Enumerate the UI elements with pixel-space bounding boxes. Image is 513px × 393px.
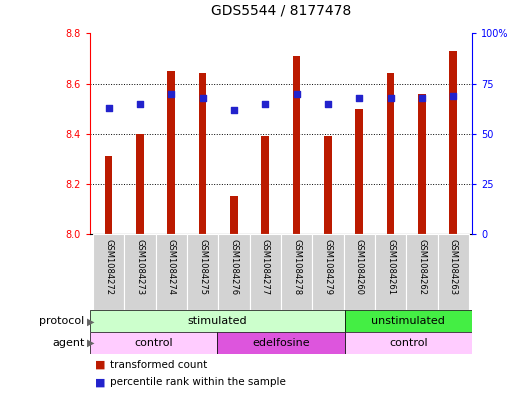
Text: percentile rank within the sample: percentile rank within the sample	[110, 377, 286, 387]
Text: ■: ■	[95, 377, 105, 387]
Point	[136, 100, 144, 107]
Bar	[438, 234, 469, 310]
Text: agent: agent	[52, 338, 85, 348]
Text: GSM1084260: GSM1084260	[354, 239, 364, 295]
Text: GDS5544 / 8177478: GDS5544 / 8177478	[211, 4, 351, 18]
Bar	[90, 332, 217, 354]
Bar	[406, 234, 438, 310]
Point	[386, 94, 394, 101]
Text: GSM1084277: GSM1084277	[261, 239, 270, 295]
Text: GSM1084272: GSM1084272	[104, 239, 113, 295]
Bar	[187, 234, 218, 310]
Bar	[418, 94, 426, 234]
Point	[418, 94, 426, 101]
Point	[324, 100, 332, 107]
Bar	[90, 310, 345, 332]
Bar	[93, 234, 124, 310]
Text: ▶: ▶	[87, 316, 95, 326]
Text: GSM1084275: GSM1084275	[198, 239, 207, 295]
Text: GSM1084273: GSM1084273	[135, 239, 144, 295]
Point	[292, 90, 301, 97]
Bar	[136, 134, 144, 234]
Point	[199, 94, 207, 101]
Point	[261, 100, 269, 107]
Bar	[261, 136, 269, 234]
Bar	[217, 332, 345, 354]
Bar	[230, 196, 238, 234]
Text: GSM1084263: GSM1084263	[449, 239, 458, 295]
Bar	[344, 234, 375, 310]
Text: unstimulated: unstimulated	[371, 316, 445, 326]
Bar	[124, 234, 155, 310]
Text: stimulated: stimulated	[187, 316, 247, 326]
Bar	[449, 51, 457, 234]
Text: GSM1084279: GSM1084279	[323, 239, 332, 295]
Text: GSM1084262: GSM1084262	[418, 239, 426, 295]
Text: GSM1084278: GSM1084278	[292, 239, 301, 295]
Point	[355, 94, 363, 101]
Text: control: control	[134, 338, 173, 348]
Point	[449, 92, 457, 99]
Text: transformed count: transformed count	[110, 360, 208, 369]
Text: GSM1084276: GSM1084276	[229, 239, 239, 295]
Text: edelfosine: edelfosine	[252, 338, 310, 348]
Bar	[218, 234, 249, 310]
Bar	[312, 234, 344, 310]
Bar	[345, 332, 472, 354]
Text: control: control	[389, 338, 427, 348]
Bar	[199, 73, 206, 234]
Bar	[105, 156, 112, 234]
Text: GSM1084261: GSM1084261	[386, 239, 395, 295]
Text: ▶: ▶	[87, 338, 95, 348]
Bar	[345, 310, 472, 332]
Bar	[167, 71, 175, 234]
Bar	[387, 73, 394, 234]
Bar	[356, 108, 363, 234]
Text: protocol: protocol	[40, 316, 85, 326]
Bar	[155, 234, 187, 310]
Bar	[249, 234, 281, 310]
Bar	[281, 234, 312, 310]
Point	[230, 107, 238, 113]
Point	[105, 105, 113, 111]
Bar	[375, 234, 406, 310]
Text: ■: ■	[95, 360, 105, 369]
Bar	[324, 136, 332, 234]
Point	[167, 90, 175, 97]
Bar	[292, 56, 301, 234]
Text: GSM1084274: GSM1084274	[167, 239, 176, 295]
